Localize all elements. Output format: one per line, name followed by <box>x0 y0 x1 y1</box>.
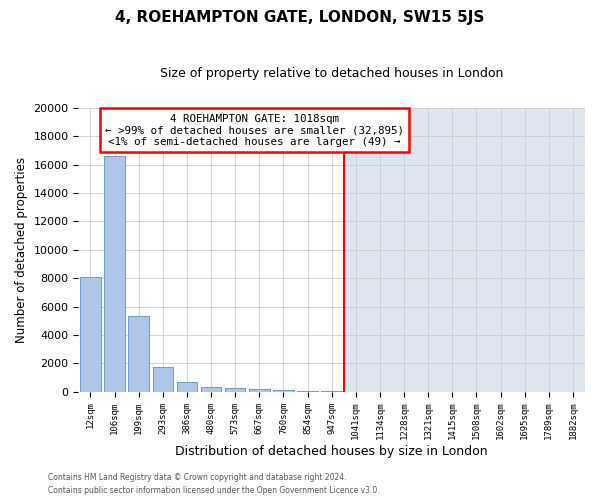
Text: 4 ROEHAMPTON GATE: 1018sqm
← >99% of detached houses are smaller (32,895)
<1% of: 4 ROEHAMPTON GATE: 1018sqm ← >99% of det… <box>105 114 404 147</box>
Bar <box>152 367 173 392</box>
Text: 4, ROEHAMPTON GATE, LONDON, SW15 5JS: 4, ROEHAMPTON GATE, LONDON, SW15 5JS <box>115 10 485 25</box>
Bar <box>225 388 245 392</box>
Bar <box>273 390 294 392</box>
Bar <box>177 382 197 392</box>
Bar <box>249 389 269 392</box>
Title: Size of property relative to detached houses in London: Size of property relative to detached ho… <box>160 68 503 80</box>
Bar <box>128 316 149 392</box>
X-axis label: Distribution of detached houses by size in London: Distribution of detached houses by size … <box>175 444 488 458</box>
Bar <box>201 387 221 392</box>
Y-axis label: Number of detached properties: Number of detached properties <box>15 157 28 343</box>
Text: Contains HM Land Registry data © Crown copyright and database right 2024.
Contai: Contains HM Land Registry data © Crown c… <box>48 474 380 495</box>
Bar <box>80 277 101 392</box>
Bar <box>104 156 125 392</box>
Bar <box>344 108 585 392</box>
Bar <box>298 391 318 392</box>
